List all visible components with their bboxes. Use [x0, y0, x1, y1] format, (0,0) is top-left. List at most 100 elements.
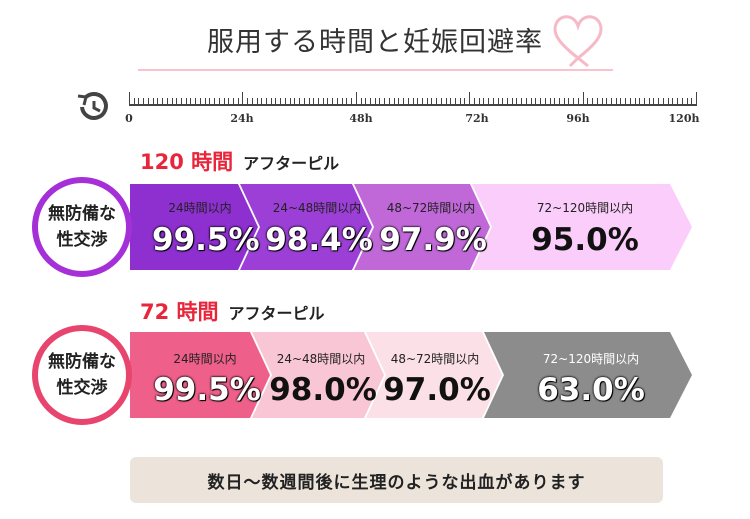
ruler-tick [634, 98, 636, 106]
segment-shape [484, 332, 692, 418]
ruler-tick [232, 98, 234, 106]
ruler-tick [497, 98, 499, 106]
ruler-tick [558, 98, 560, 106]
ruler-tick [554, 98, 556, 106]
ruler-tick [530, 98, 532, 106]
ruler-tick [214, 98, 216, 106]
ruler-tick [412, 98, 414, 106]
ruler-tick [374, 98, 376, 106]
ruler-tick [431, 98, 433, 106]
segment-value: 99.5% [152, 222, 260, 258]
ruler-tick [592, 98, 594, 106]
ruler-tick [138, 98, 140, 106]
ruler-tick [322, 98, 324, 106]
ruler-tick [247, 98, 249, 106]
segment-label: 48~72時間以内 [390, 352, 480, 366]
ruler-tick [242, 92, 244, 106]
ruler-tick [251, 98, 253, 106]
timeline-label: 96h [566, 112, 590, 125]
ruler-tick [195, 98, 197, 106]
ruler-tick [218, 98, 220, 106]
circle-line: 無防備な [48, 204, 116, 224]
efficacy-bar-120h [130, 184, 692, 270]
ruler-tick [596, 98, 598, 106]
ruler-tick [280, 98, 282, 106]
segment-label: 24~48時間以内 [276, 352, 366, 366]
ruler-tick [369, 98, 371, 106]
ruler-tick [492, 98, 494, 106]
segment-value: 99.5% [153, 372, 261, 408]
ruler-tick [648, 98, 650, 106]
ruler-tick [266, 98, 268, 106]
clock-icon [77, 91, 108, 120]
ruler-tick [450, 98, 452, 106]
ruler-tick [488, 98, 490, 106]
ruler-tick [341, 98, 343, 106]
ruler-tick [351, 98, 353, 106]
ruler-tick [606, 98, 608, 106]
ruler-tick [568, 98, 570, 106]
ruler-tick [289, 98, 291, 106]
ruler-tick [327, 98, 329, 106]
ruler-tick [365, 98, 367, 106]
ruler-tick [440, 98, 442, 106]
ruler-tick [511, 98, 513, 106]
ruler-tick [535, 98, 537, 106]
segment-label: 72~120時間以内 [536, 201, 634, 215]
ruler-tick [629, 98, 631, 106]
section-hours: 120 時間 [140, 150, 234, 174]
ruler-tick [360, 98, 362, 106]
ruler-tick [644, 98, 646, 106]
ruler-tick [549, 98, 551, 106]
ruler-tick [421, 98, 423, 106]
segment-value: 63.0% [537, 372, 645, 408]
title-underline [138, 69, 613, 71]
ruler-tick [204, 98, 206, 106]
ruler-tick [303, 98, 305, 106]
ruler-tick [610, 98, 612, 106]
ruler-tick [691, 98, 693, 106]
ruler-tick [403, 98, 405, 106]
timeline-label: 120h [668, 112, 700, 125]
ruler-tick [284, 98, 286, 106]
ruler-tick [478, 98, 480, 106]
segment-label: 24時間以内 [168, 201, 232, 215]
condition-circle: 無防備な 性交渉 [32, 325, 132, 425]
section-title: 72 時間 アフターピル [140, 296, 325, 326]
timeline-label: 72h [465, 112, 489, 125]
section-pill-name: アフターピル [228, 304, 325, 323]
ruler-tick [171, 98, 173, 106]
ruler-tick [313, 98, 315, 106]
ruler-tick [388, 98, 390, 106]
ruler-tick [544, 98, 546, 106]
ruler-tick [162, 98, 164, 106]
ruler-tick [157, 98, 159, 106]
bleeding-note: 数日〜数週間後に生理のような出血があります [130, 457, 663, 503]
ruler-tick [426, 98, 428, 106]
ruler-tick [261, 98, 263, 106]
ruler-tick [346, 98, 348, 106]
ruler-tick [237, 98, 239, 106]
ruler-tick [166, 98, 168, 106]
condition-circle: 無防備な 性交渉 [32, 177, 132, 277]
ruler-tick [615, 98, 617, 106]
ruler-tick [473, 98, 475, 106]
page-title: 服用する時間と妊娠回避率 [207, 27, 543, 58]
segment-shape [354, 184, 490, 270]
ruler-tick [625, 98, 627, 106]
ruler-tick [582, 92, 584, 106]
ruler-tick [502, 98, 504, 106]
segment-shape [240, 184, 372, 270]
ruler-tick [318, 98, 319, 106]
ruler-tick [256, 98, 258, 106]
efficacy-bar-72h [130, 332, 692, 418]
ruler-tick [185, 98, 187, 106]
circle-line: 無防備な [48, 352, 116, 372]
segment-value: 98.4% [265, 222, 373, 258]
ruler-tick [577, 98, 579, 106]
ruler-tick [653, 98, 655, 106]
ruler-tick [696, 92, 697, 106]
ruler-tick [393, 98, 395, 106]
segment-value: 95.0% [531, 222, 639, 258]
ruler-tick [129, 92, 130, 106]
